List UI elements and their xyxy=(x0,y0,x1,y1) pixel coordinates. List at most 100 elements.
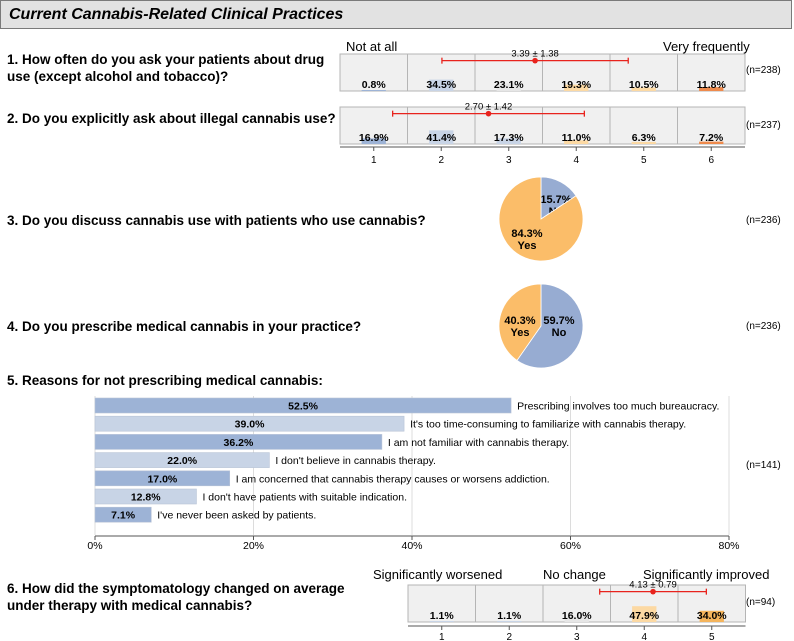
q2-x-tick-label: 1 xyxy=(371,155,377,166)
q1-bar xyxy=(631,87,656,91)
section-header: Current Cannabis-Related Clinical Practi… xyxy=(0,0,792,29)
q3-slice-yes xyxy=(498,176,584,262)
q5-bar xyxy=(94,397,512,414)
q6-bar-label: 1.1% xyxy=(497,610,522,622)
q5-bar xyxy=(94,470,231,487)
q5-bar xyxy=(94,452,270,468)
q2-x-tick-label: 2 xyxy=(438,155,444,166)
q6-x-tick-label: 5 xyxy=(709,632,715,641)
q2-bar xyxy=(631,141,656,144)
q2-x-tick-label: 6 xyxy=(708,155,714,166)
q6-mean-point xyxy=(650,588,656,595)
section-title: Current Cannabis-Related Clinical Practi… xyxy=(9,6,344,23)
q6-x-tick-label: 4 xyxy=(641,632,647,641)
q3-slice-value: 15.7% xyxy=(540,194,571,206)
question-6: 6. How did the symptomatology changed on… xyxy=(7,581,345,613)
q6-bar xyxy=(497,621,522,622)
q5-bar-category: I am not familiar with cannabis therapy. xyxy=(388,437,569,449)
q2-bar-label: 11.0% xyxy=(562,132,592,144)
q5-x-tick-label: 20% xyxy=(243,540,264,552)
q2-bar xyxy=(564,140,589,144)
q1-bar-label: 19.3% xyxy=(561,79,591,91)
scale6-low-label: Significantly worsened xyxy=(373,567,503,582)
q4-slice-value: 59.7% xyxy=(543,315,574,327)
q5-x-tick-label: 0% xyxy=(87,540,102,552)
question-5: 5. Reasons for not prescribing medical c… xyxy=(7,373,323,388)
question-3: 3. Do you discuss cannabis use with pati… xyxy=(7,213,426,228)
q2-bar xyxy=(429,130,454,144)
q5-bar-value: 52.5% xyxy=(288,401,318,413)
q5-bar-category: Prescribing involves too much bureaucrac… xyxy=(517,401,719,413)
q6-bar-label: 47.9% xyxy=(629,610,659,622)
q5-bar-category: I've never been asked by patients. xyxy=(157,510,316,522)
q6-x-tick-label: 2 xyxy=(506,632,512,641)
scale6-mid-label: No change xyxy=(543,567,606,582)
q6-bar-label: 1.1% xyxy=(430,610,455,622)
q1-bar-label: 34.5% xyxy=(426,79,456,91)
q5-bar xyxy=(94,488,197,505)
q5-bar-value: 22.0% xyxy=(167,455,197,467)
q1-mean-point xyxy=(532,57,538,64)
q5-bar-value: 17.0% xyxy=(147,473,177,485)
q5-bar-category: I am concerned that cannabis therapy cau… xyxy=(236,473,550,485)
q4-slice-value: 40.3% xyxy=(504,315,535,327)
q6-bar xyxy=(429,621,454,622)
q1-bar xyxy=(699,87,724,91)
q1-mean-label: 3.39 ± 1.38 xyxy=(511,49,558,60)
question-2: 2. Do you explicitly ask about illegal c… xyxy=(7,111,336,126)
q2-bar xyxy=(496,138,521,144)
q2-bar-label: 6.3% xyxy=(632,132,657,144)
q2-x-tick-label: 3 xyxy=(506,155,512,166)
q5-bar-value: 12.8% xyxy=(131,492,161,504)
q4-slice-label: No xyxy=(552,327,567,339)
q2-bar-label: 41.4% xyxy=(426,132,456,144)
q6-bar xyxy=(564,616,589,622)
q5-x-tick-label: 80% xyxy=(718,540,739,552)
q2-x-tick-label: 5 xyxy=(641,155,647,166)
q5-bar-value: 36.2% xyxy=(224,437,254,449)
q5-bar xyxy=(94,434,383,450)
q6-sample-size: (n=94) xyxy=(746,597,776,608)
q5-x-tick-label: 40% xyxy=(401,540,422,552)
q2-mean-point xyxy=(485,110,492,117)
q6-x-tick-label: 3 xyxy=(574,632,580,641)
q1-bar xyxy=(429,79,454,91)
q1-bar xyxy=(361,90,386,91)
q4-slice-no xyxy=(516,283,584,369)
q6-bar xyxy=(632,606,657,622)
q2-bar-label: 7.2% xyxy=(699,132,724,144)
scale-high-label: Very frequently xyxy=(663,39,750,54)
q6-mean-label: 4.13 ± 0.79 xyxy=(629,580,676,591)
q6-bar-label: 16.0% xyxy=(562,610,592,622)
q5-bar-category: I don't have patients with suitable indi… xyxy=(202,492,407,504)
q2-bar xyxy=(361,138,386,144)
q2-bar xyxy=(699,141,724,144)
q6-x-tick-label: 1 xyxy=(439,632,445,641)
q4-sample-size: (n=236) xyxy=(746,321,781,332)
scale6-high-label: Significantly improved xyxy=(643,567,770,582)
q5-bar-category: It's too time-consuming to familiarize w… xyxy=(410,419,686,431)
q5-bar xyxy=(94,506,152,523)
q2-bar-label: 16.9% xyxy=(359,132,389,144)
q3-sample-size: (n=236) xyxy=(746,215,781,226)
q2-mean-label: 2.70 ± 1.42 xyxy=(465,102,512,113)
q2-x-tick-label: 4 xyxy=(573,155,579,166)
q3-slice-value: 84.3% xyxy=(511,228,542,240)
q5-bar-value: 7.1% xyxy=(111,510,136,522)
q4-slice-label: Yes xyxy=(511,327,530,339)
q5-x-tick-label: 60% xyxy=(560,540,581,552)
q2-bar-label: 17.3% xyxy=(494,132,524,144)
q5-sample-size: (n=141) xyxy=(746,460,781,471)
q6-bar xyxy=(699,610,724,622)
q1-bar xyxy=(496,83,521,91)
q4-slice-yes xyxy=(498,283,542,361)
q1-bar-label: 10.5% xyxy=(629,79,659,91)
q3-slice-label: Yes xyxy=(518,240,537,252)
question-4: 4. Do you prescribe medical cannabis in … xyxy=(7,319,362,334)
scale-low-label: Not at all xyxy=(346,39,398,54)
q5-bar-category: I don't believe in cannabis therapy. xyxy=(275,455,436,467)
question-1: 1. How often do you ask your patients ab… xyxy=(7,52,325,84)
q5-bar xyxy=(94,415,405,432)
q1-bar-label: 23.1% xyxy=(494,79,524,91)
